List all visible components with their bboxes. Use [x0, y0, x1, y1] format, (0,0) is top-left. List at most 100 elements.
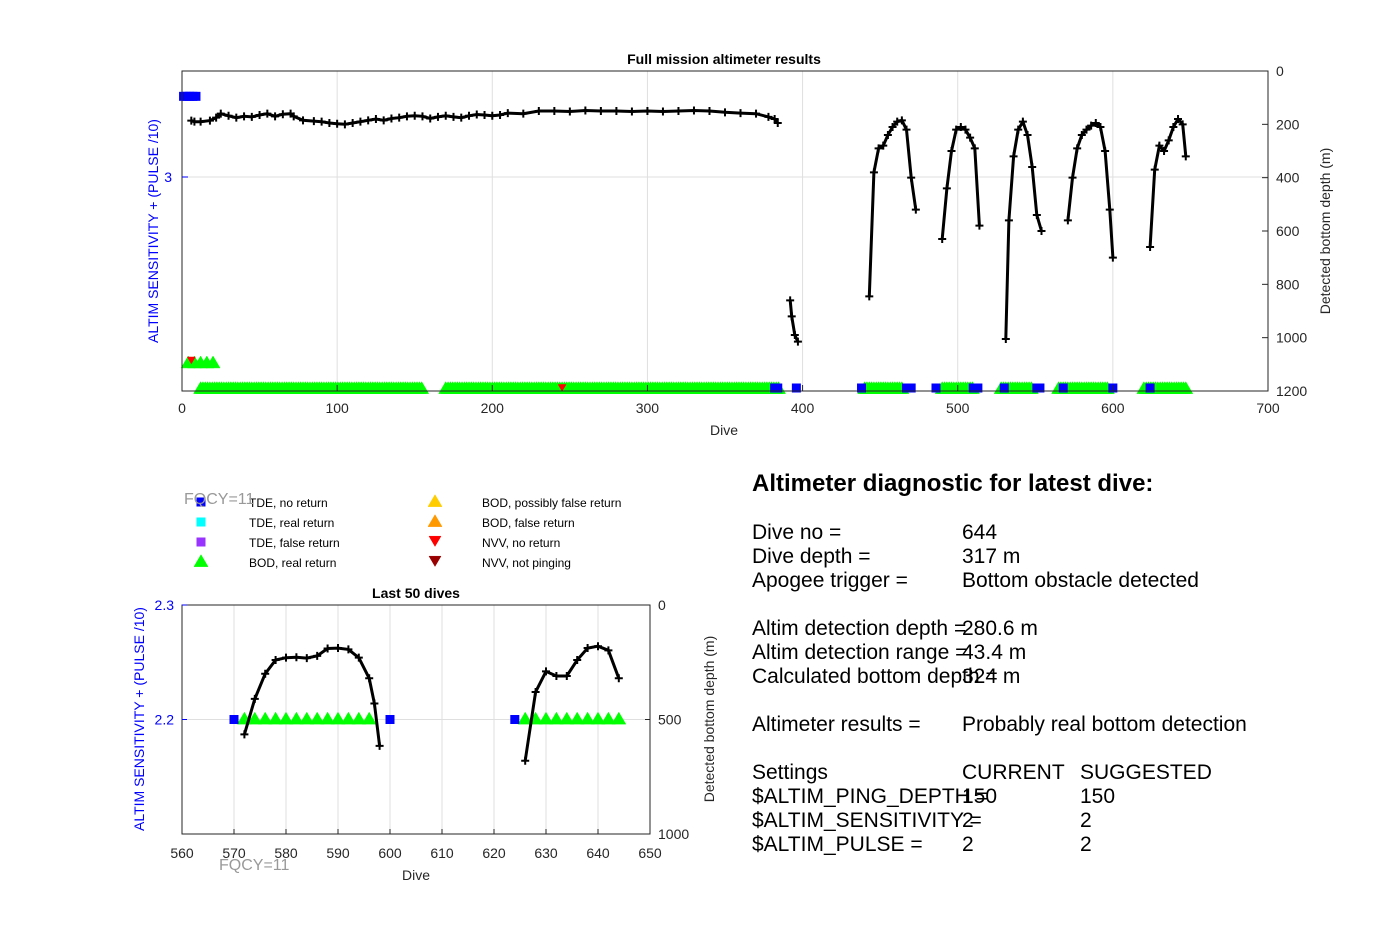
depth-point: [721, 108, 729, 117]
depth-point: [433, 112, 442, 121]
tde-no-return-marker: [791, 383, 801, 393]
legend-marker: [427, 494, 443, 507]
bod-real-marker: [288, 711, 304, 725]
bottom-y-right-tick-label: 0: [658, 597, 666, 613]
depth-point: [271, 112, 280, 121]
depth-point: [966, 133, 975, 142]
bod-real-marker: [611, 711, 627, 725]
top-y-right-tick-label: 200: [1276, 116, 1300, 132]
det-depth-value: 280.6 m: [962, 617, 1038, 640]
depth-point: [627, 107, 636, 116]
depth-point: [604, 646, 613, 655]
bottom-x-tick-label: 610: [430, 845, 454, 861]
depth-point: [947, 147, 956, 155]
depth-point: [292, 653, 301, 662]
bottom-x-tick-label: 600: [378, 845, 402, 861]
tde-no-return-marker: [1035, 383, 1045, 393]
top-y-right-tick-label: 600: [1276, 223, 1300, 239]
ping-depth-label: $ALTIM_PING_DEPTH =: [752, 785, 988, 808]
depth-point: [313, 651, 322, 660]
depth-point: [879, 141, 888, 150]
depth-point: [562, 671, 571, 680]
depth-point: [364, 116, 373, 125]
depth-point: [565, 107, 574, 116]
depth-point: [1105, 205, 1114, 214]
depth-point: [334, 644, 342, 653]
dive-no-label: Dive no =: [752, 521, 842, 544]
depth-point: [370, 699, 379, 708]
depth-point: [457, 113, 466, 122]
top-depth-series: [187, 106, 1190, 346]
legend-label: TDE, real return: [249, 516, 334, 530]
top-y-right-tick-label: 0: [1276, 63, 1284, 79]
depth-point: [240, 730, 249, 739]
tde-no-return-marker: [1145, 383, 1155, 393]
bottom-x-tick-label: 630: [534, 845, 558, 861]
depth-point: [1091, 119, 1100, 127]
bod-real-marker: [559, 711, 575, 725]
top-x-tick-label: 0: [178, 400, 186, 416]
bottom-y-left-tick-label: 2.3: [155, 597, 175, 613]
bottom-x-tick-label: 590: [326, 845, 350, 861]
depth-point: [426, 114, 435, 123]
top-y-right-tick-label: 800: [1276, 276, 1300, 292]
bottom-y-left-tick-label: 2.2: [155, 712, 175, 728]
bottom-x-tick-label: 570: [222, 845, 246, 861]
depth-point: [344, 645, 353, 654]
depth-point: [365, 674, 374, 683]
top-x-tick-label: 100: [325, 400, 349, 416]
legend-label: BOD, real return: [249, 556, 336, 570]
depth-point: [942, 184, 951, 193]
bottom-y-right-tick-label: 500: [658, 712, 682, 728]
top-y-right-tick-label: 400: [1276, 170, 1300, 186]
det-depth-label: Altim detection depth =: [752, 617, 967, 640]
depth-point: [790, 331, 799, 339]
legend-marker: [427, 514, 443, 527]
depth-point: [793, 337, 802, 346]
depth-point: [521, 756, 530, 765]
suggested-label: SUGGESTED: [1080, 761, 1212, 784]
apogee-label: Apogee trigger =: [752, 569, 908, 592]
bottom-x-tick-label: 620: [482, 845, 506, 861]
depth-point: [658, 107, 667, 116]
bod-real-marker: [538, 711, 554, 725]
tde-no-return-marker: [510, 715, 520, 724]
top-y-left-tick-label: 3: [164, 169, 172, 185]
last-50-dives-chart: 560 570 580 590 600 610 620 630 640 650 2.3 2.2 0 500…: [131, 585, 717, 883]
depth-point: [348, 119, 357, 127]
bottom-x-tick-label: 640: [586, 845, 610, 861]
depth-point: [333, 119, 342, 128]
top-x-tick-label: 200: [481, 400, 505, 416]
depth-point: [1082, 125, 1091, 134]
bod-real-marker: [299, 711, 315, 725]
depth-point: [1160, 147, 1169, 155]
top-x-tick-label: 600: [1101, 400, 1125, 416]
depth-point: [387, 114, 396, 123]
depth-point: [614, 674, 623, 683]
calc-depth-label: Calculated bottom depth =: [752, 665, 998, 688]
depth-point: [289, 112, 298, 121]
legend-label: NVV, no return: [482, 536, 560, 550]
depth-point: [340, 120, 349, 129]
top-x-tick-label: 700: [1256, 400, 1280, 416]
bod-real-marker: [590, 711, 606, 725]
bottom-depth-series: [240, 642, 623, 765]
depth-point: [1096, 123, 1105, 131]
depth-point: [212, 113, 221, 122]
bod-real-marker: [278, 711, 294, 725]
legend-marker: [196, 497, 206, 507]
depth-point: [402, 112, 411, 121]
depth-point: [410, 111, 419, 120]
bottom-ticks: 560 570 580 590 600 610 620 630 640 650 2.3 2.2 0 500…: [155, 597, 690, 861]
bod-real-marker: [569, 711, 585, 725]
top-ticks: 0 100 200 300 400 500 600 700 3 0 200 400 600 800 1000…: [164, 63, 1307, 416]
depth-point: [1164, 136, 1173, 145]
depth-point: [496, 111, 505, 119]
depth-point: [503, 109, 512, 118]
depth-point: [752, 109, 761, 118]
depth-point: [250, 694, 259, 703]
bottom-y-axis-left-label: ALTIM SENSITIVITY + (PULSE /10): [131, 607, 147, 831]
depth-point: [1028, 163, 1037, 171]
tde-no-return-marker: [931, 383, 941, 393]
